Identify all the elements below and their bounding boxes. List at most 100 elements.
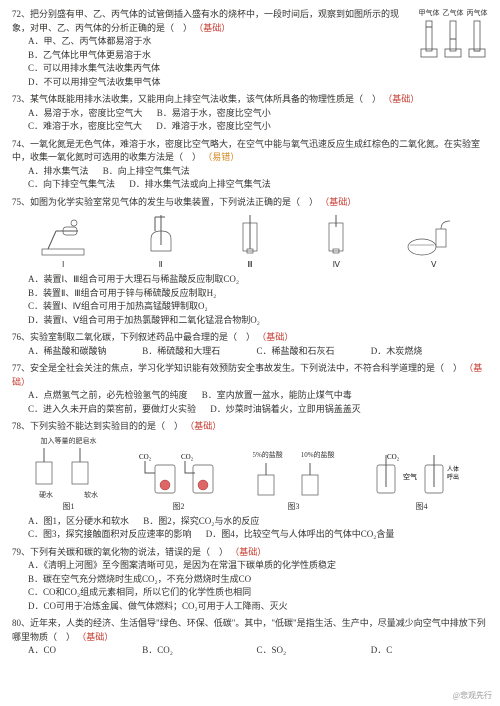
q72-opt-c: C．可以用排水集气法收集丙气体 bbox=[28, 62, 414, 76]
q78-opt-a: A．图1，区分硬水和软水 bbox=[28, 515, 129, 529]
q79-opt-c: C．CO和CO₂组成元素相同，所以它们的化学性质也相同 bbox=[28, 586, 488, 600]
q80-opt-b: B．CO₂ bbox=[142, 644, 242, 658]
q72-opt-d: D．不可以用排空气法收集甲气体 bbox=[28, 76, 414, 90]
q80-opt-c: C．SO₂ bbox=[257, 644, 357, 658]
q73-options: A．易溶于水，密度比空气大 B．易溶于水，密度比空气小 C．难溶于水，密度比空气… bbox=[12, 107, 488, 134]
fig1-bottom: 硬水 软水 bbox=[24, 490, 114, 501]
q73-tag: （基础） bbox=[383, 94, 419, 104]
fig-I: Ⅰ bbox=[38, 211, 88, 271]
fig1-cap: 图1 bbox=[24, 501, 114, 513]
fig-III: Ⅲ bbox=[233, 211, 267, 271]
question-79: 79、下列有关碳和碳的氧化物的说法，错误的是（ ） （基础） A．《清明上河图》… bbox=[12, 546, 488, 614]
q77-opt-c: C．进入久未开启的菜窖前，要做灯火实验 bbox=[28, 403, 196, 417]
apparatus-I-svg bbox=[38, 211, 88, 259]
q77-opt-d: D．炒菜时油锅着火，立即用锅盖盖灭 bbox=[210, 403, 361, 417]
q74-text: 一氧化氮是无色气体，难溶于水，密度比空气略大，在空气中能与氧气迅速反应生成红棕色… bbox=[12, 139, 480, 163]
q77-num: 77、 bbox=[12, 363, 30, 373]
question-73: 73、某气体既能用排水法收集，又能用向上排空气法收集，该气体所具备的物理性质是（… bbox=[12, 93, 488, 134]
q77-opt-a: A．点燃氢气之前，必先检验氢气的纯度 bbox=[28, 389, 188, 403]
question-75: 75、如图为化学实验室常见气体的发生与收集装置，下列说法正确的是（ ） （基础）… bbox=[12, 196, 488, 328]
fig3-top: 5%的盐酸 10%的盐酸 bbox=[244, 450, 344, 461]
q78-tag: （基础） bbox=[185, 421, 221, 431]
fig-III-label: Ⅲ bbox=[233, 259, 267, 271]
q76-opt-c: C．稀盐酸和石灰石 bbox=[257, 345, 357, 359]
fig4-body2: 呼出 bbox=[447, 473, 459, 481]
q75-opt-d: D．装置Ⅰ、Ⅴ组合可用于加热氯酸钾和二氧化锰混合物制O₂ bbox=[28, 314, 488, 328]
q76-opt-b: B．稀硫酸和大理石 bbox=[142, 345, 242, 359]
q80-opt-d: D．C bbox=[371, 644, 471, 658]
q75-num: 75、 bbox=[12, 197, 30, 207]
fig2-co2-r: CO₂ bbox=[181, 453, 194, 461]
fig-IV-label: Ⅳ bbox=[319, 259, 353, 271]
q72-text-wrap: 72、把分别盛有甲、乙、丙气体的试管倒插入盛有水的烧杯中，一段时间后，观察到如图… bbox=[12, 8, 414, 35]
question-77: 77、安全是全社会关注的焦点，学习化学知识能有效预防安全事故发生。下列说法中，不… bbox=[12, 362, 488, 416]
q73-text: 某气体既能用排水法收集，又能用向上排空气法收集，该气体所具备的物理性质是（ ） bbox=[30, 94, 381, 104]
q76-opt-a: A．稀盐酸和碳酸钠 bbox=[28, 345, 128, 359]
fig1-top: 加入等量的肥皂水 bbox=[24, 436, 114, 447]
watermark: @悲观先行 bbox=[453, 690, 492, 702]
q79-opt-d: D．CO可用于冶炼金属、做气体燃料；CO₂可用于人工降雨、灭火 bbox=[28, 600, 488, 614]
q78-figures: 加入等量的肥皂水 硬水 软水 图1 CO₂ CO₂ bbox=[12, 436, 488, 513]
fig2-svg: CO₂ CO₂ bbox=[137, 451, 215, 501]
q80-num: 80、 bbox=[12, 618, 30, 628]
fig-IV: Ⅳ bbox=[319, 211, 353, 271]
q74-opt-c: C．向下排空气集气法 bbox=[28, 178, 115, 192]
fig1-svg bbox=[24, 446, 104, 490]
q74-opt-d: D．排水集气法或向上排空气集气法 bbox=[129, 178, 271, 192]
q73-opt-a: A．易溶于水，密度比空气大 bbox=[28, 107, 143, 121]
q72-options: A．甲、乙、丙气体都易溶于水 B．乙气体比甲气体更易溶于水 C．可以用排水集气法… bbox=[12, 35, 414, 89]
fig4-co2: CO₂ bbox=[387, 453, 400, 461]
q74-tag: （易错） bbox=[203, 152, 239, 162]
q73-opt-b: B．易溶于水，密度比空气小 bbox=[157, 107, 271, 121]
q77-text: 安全是全社会关注的焦点，学习化学知识能有效预防安全事故发生。下列说法中，不符合科… bbox=[30, 363, 462, 373]
q72-figure: 甲气体 乙气体 丙气体 bbox=[418, 8, 488, 89]
q73-opt-c: C．难溶于水，密度比空气大 bbox=[28, 120, 142, 134]
tube-3-svg bbox=[466, 19, 488, 59]
fig3-svg bbox=[244, 461, 334, 501]
tube-1-label: 甲气体 bbox=[418, 8, 440, 19]
q76-options: A．稀盐酸和碳酸钠 B．稀硫酸和大理石 C．稀盐酸和石灰石 D．木炭燃烧 bbox=[12, 345, 488, 359]
q79-options: A．《清明上河图》至今图案清晰可见，是因为在常温下碳单质的化学性质稳定 B．碳在… bbox=[12, 559, 488, 613]
q74-num: 74、 bbox=[12, 139, 30, 149]
tube-1-svg bbox=[418, 19, 440, 59]
q75-figures: Ⅰ Ⅱ Ⅲ Ⅳ Ⅴ bbox=[12, 211, 488, 271]
tube-3-label: 丙气体 bbox=[466, 8, 488, 19]
fig1-la: 硬水 bbox=[39, 490, 53, 501]
q79-opt-b: B．碳在空气充分燃烧时生成CO₂，不充分燃烧时生成CO bbox=[28, 573, 488, 587]
q79-text: 下列有关碳和碳的氧化物的说法，错误的是（ ） bbox=[30, 547, 228, 557]
q79-num: 79、 bbox=[12, 547, 30, 557]
tube-1: 甲气体 bbox=[418, 8, 440, 59]
q72-num: 72、 bbox=[12, 9, 30, 19]
tube-3: 丙气体 bbox=[466, 8, 488, 59]
q76-tag: （基础） bbox=[257, 332, 293, 342]
q76-num: 76、 bbox=[12, 332, 30, 342]
q75-text: 如图为化学实验室常见气体的发生与收集装置，下列说法正确的是（ ） bbox=[30, 197, 318, 207]
tube-2-svg bbox=[442, 19, 464, 59]
fig-II-label: Ⅱ bbox=[141, 259, 181, 271]
fig4-cap: 图4 bbox=[367, 501, 477, 513]
apparatus-IV-svg bbox=[319, 211, 353, 259]
fig3-a: 5%的盐酸 bbox=[252, 450, 282, 461]
fig4-air: 空气 bbox=[403, 472, 417, 481]
fig2: CO₂ CO₂ 图2 bbox=[137, 451, 221, 513]
fig-I-label: Ⅰ bbox=[38, 259, 88, 271]
q75-tag: （基础） bbox=[320, 197, 356, 207]
q75-opt-a: A．装置Ⅰ、Ⅲ组合可用于大理石与稀盐酸反应制取CO₂ bbox=[28, 273, 488, 287]
q80-tag: （基础） bbox=[77, 632, 113, 642]
q76-opt-d: D．木炭燃烧 bbox=[371, 345, 471, 359]
q78-opt-c: C．图3，探究接触面积对反应速率的影响 bbox=[28, 528, 192, 542]
fig4-svg: CO₂ 空气 人体 呼出 bbox=[367, 451, 471, 501]
q73-opt-d: D．难溶于水，密度比空气小 bbox=[156, 120, 271, 134]
apparatus-V-svg bbox=[406, 211, 462, 259]
q73-num: 73、 bbox=[12, 94, 30, 104]
q78-text: 下列实验不能达到实验目的的是（ ） bbox=[30, 421, 183, 431]
q75-opt-b: B．装置Ⅱ、Ⅲ组合可用于锌与稀硫酸反应制取H₂ bbox=[28, 287, 488, 301]
q77-options: A．点燃氢气之前，必先检验氢气的纯度 B．室内放置一盆水，能防止煤气中毒 C．进… bbox=[12, 389, 488, 416]
question-76: 76、实验室制取二氧化碳，下列叙述药品中最合理的是（ ） （基础） A．稀盐酸和… bbox=[12, 331, 488, 358]
q74-opt-a: A．排水集气法 bbox=[28, 165, 89, 179]
fig-II: Ⅱ bbox=[141, 211, 181, 271]
q78-options: A．图1，区分硬水和软水 B．图2，探究CO₂与水的反应 C．图3，探究接触面积… bbox=[12, 515, 488, 542]
question-74: 74、一氧化氮是无色气体，难溶于水，密度比空气略大，在空气中能与氧气迅速反应生成… bbox=[12, 138, 488, 192]
fig3: 5%的盐酸 10%的盐酸 图3 bbox=[244, 450, 344, 513]
q79-tag: （基础） bbox=[230, 547, 266, 557]
